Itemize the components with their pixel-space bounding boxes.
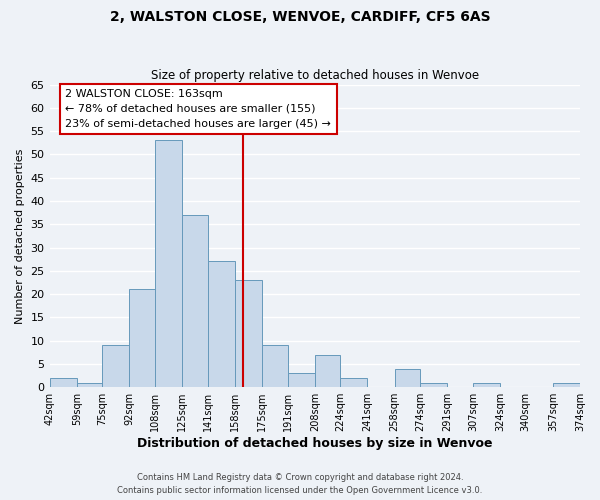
Bar [262, 346, 287, 387]
Title: Size of property relative to detached houses in Wenvoe: Size of property relative to detached ho… [151, 69, 479, 82]
Bar [102, 346, 130, 387]
Bar [208, 262, 235, 387]
Bar [473, 382, 500, 387]
Bar [553, 382, 580, 387]
Bar [420, 382, 448, 387]
Bar [395, 368, 420, 387]
Bar [235, 280, 262, 387]
Bar [50, 378, 77, 387]
Bar [155, 140, 182, 387]
Bar [130, 290, 155, 387]
X-axis label: Distribution of detached houses by size in Wenvoe: Distribution of detached houses by size … [137, 437, 493, 450]
Bar [315, 354, 340, 387]
Bar [287, 373, 315, 387]
Bar [340, 378, 367, 387]
Bar [77, 382, 102, 387]
Text: 2 WALSTON CLOSE: 163sqm
← 78% of detached houses are smaller (155)
23% of semi-d: 2 WALSTON CLOSE: 163sqm ← 78% of detache… [65, 89, 331, 128]
Y-axis label: Number of detached properties: Number of detached properties [15, 148, 25, 324]
Bar [182, 215, 208, 387]
Text: 2, WALSTON CLOSE, WENVOE, CARDIFF, CF5 6AS: 2, WALSTON CLOSE, WENVOE, CARDIFF, CF5 6… [110, 10, 490, 24]
Text: Contains HM Land Registry data © Crown copyright and database right 2024.
Contai: Contains HM Land Registry data © Crown c… [118, 474, 482, 495]
